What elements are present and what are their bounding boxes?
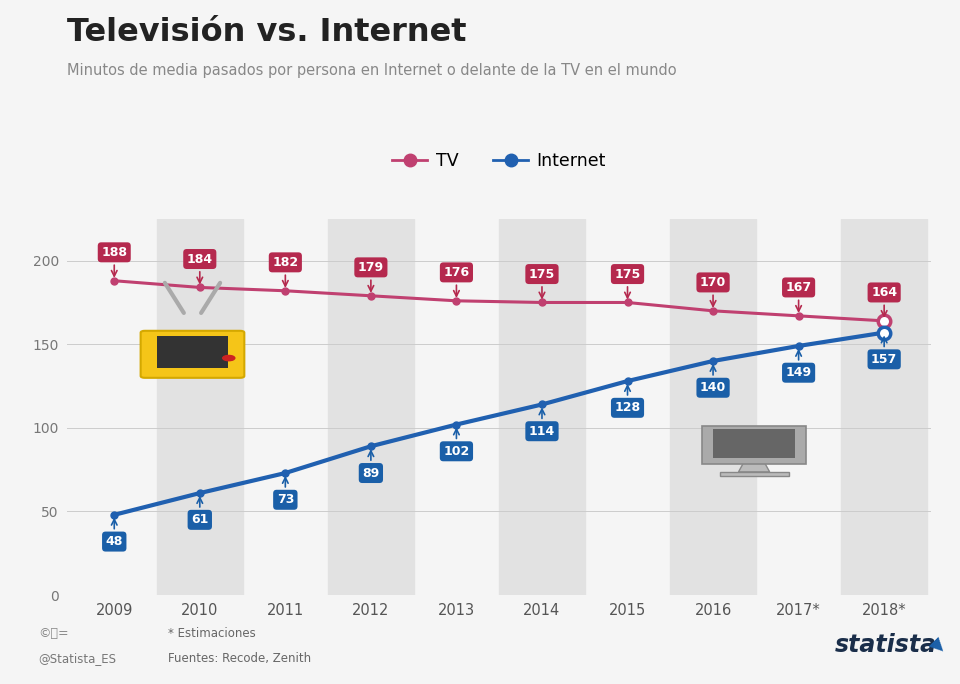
Text: 175: 175 <box>614 267 640 298</box>
Text: 149: 149 <box>785 351 811 379</box>
Text: 73: 73 <box>276 477 294 506</box>
Text: 188: 188 <box>101 246 128 276</box>
Bar <box>157 219 243 595</box>
Text: ▶: ▶ <box>926 634 948 657</box>
Text: 48: 48 <box>106 519 123 548</box>
FancyBboxPatch shape <box>140 331 244 378</box>
Circle shape <box>223 356 235 360</box>
Polygon shape <box>738 462 770 472</box>
Text: 179: 179 <box>358 261 384 291</box>
Text: 175: 175 <box>529 267 555 298</box>
Text: 102: 102 <box>444 429 469 458</box>
Polygon shape <box>720 472 789 475</box>
Bar <box>841 219 927 595</box>
Text: statista: statista <box>835 633 937 657</box>
Text: 61: 61 <box>191 498 208 527</box>
Text: 184: 184 <box>187 252 213 282</box>
FancyBboxPatch shape <box>157 337 228 369</box>
Text: 164: 164 <box>871 286 898 316</box>
Legend: TV, Internet: TV, Internet <box>386 145 612 176</box>
Bar <box>328 219 414 595</box>
Text: 176: 176 <box>444 266 469 296</box>
FancyBboxPatch shape <box>713 430 795 458</box>
Text: 128: 128 <box>614 386 640 415</box>
Text: 167: 167 <box>785 281 811 311</box>
Text: 114: 114 <box>529 409 555 438</box>
Text: * Estimaciones: * Estimaciones <box>168 627 255 640</box>
Bar <box>499 219 585 595</box>
Text: Fuentes: Recode, Zenith: Fuentes: Recode, Zenith <box>168 652 311 665</box>
Text: ©ⓘ=: ©ⓘ= <box>38 627 69 640</box>
Text: 182: 182 <box>273 256 299 286</box>
Text: 89: 89 <box>362 451 379 479</box>
Text: 170: 170 <box>700 276 726 306</box>
Text: @Statista_ES: @Statista_ES <box>38 652 116 665</box>
FancyBboxPatch shape <box>702 425 806 464</box>
Text: 140: 140 <box>700 366 726 394</box>
Text: Televisión vs. Internet: Televisión vs. Internet <box>67 17 467 48</box>
Bar <box>670 219 756 595</box>
Text: Minutos de media pasados por persona en Internet o delante de la TV en el mundo: Minutos de media pasados por persona en … <box>67 63 677 78</box>
Text: 157: 157 <box>871 337 898 366</box>
